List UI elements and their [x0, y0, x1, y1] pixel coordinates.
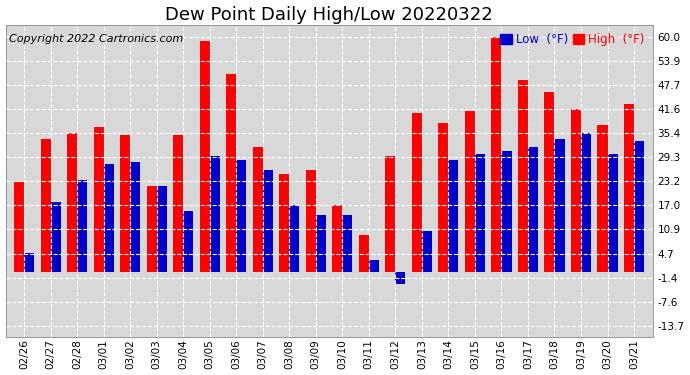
Bar [598, 125, 607, 272]
Bar [555, 139, 564, 272]
Bar [369, 260, 379, 272]
Bar [41, 139, 50, 272]
Bar [157, 186, 167, 272]
Text: Copyright 2022 Cartronics.com: Copyright 2022 Cartronics.com [9, 34, 183, 45]
Bar [226, 74, 236, 272]
Bar [263, 170, 273, 272]
Bar [77, 180, 87, 272]
Bar [279, 174, 289, 272]
Bar [448, 160, 458, 272]
Legend: Low  (°F), High  (°F): Low (°F), High (°F) [498, 31, 647, 49]
Bar [571, 110, 581, 272]
Bar [147, 186, 157, 272]
Title: Dew Point Daily High/Low 20220322: Dew Point Daily High/Low 20220322 [165, 6, 493, 24]
Bar [306, 170, 316, 272]
Bar [412, 113, 422, 272]
Bar [94, 127, 104, 272]
Bar [634, 141, 644, 272]
Bar [422, 231, 432, 272]
Bar [67, 133, 77, 272]
Bar [544, 92, 555, 272]
Bar [120, 135, 130, 272]
Bar [24, 252, 34, 272]
Bar [624, 104, 634, 272]
Bar [236, 160, 246, 272]
Bar [50, 201, 61, 272]
Bar [210, 156, 220, 272]
Bar [528, 147, 538, 272]
Bar [465, 111, 475, 272]
Bar [333, 206, 342, 272]
Bar [385, 156, 395, 272]
Bar [104, 164, 114, 272]
Bar [502, 151, 511, 272]
Bar [438, 123, 449, 272]
Bar [491, 37, 502, 272]
Bar [289, 206, 299, 272]
Bar [342, 215, 353, 272]
Bar [607, 154, 618, 272]
Bar [475, 154, 485, 272]
Bar [173, 135, 184, 272]
Bar [581, 133, 591, 272]
Bar [199, 41, 210, 272]
Bar [14, 182, 24, 272]
Bar [130, 162, 140, 272]
Bar [316, 215, 326, 272]
Bar [395, 272, 406, 284]
Bar [518, 80, 528, 272]
Bar [359, 235, 369, 272]
Bar [253, 147, 263, 272]
Bar [184, 211, 193, 272]
